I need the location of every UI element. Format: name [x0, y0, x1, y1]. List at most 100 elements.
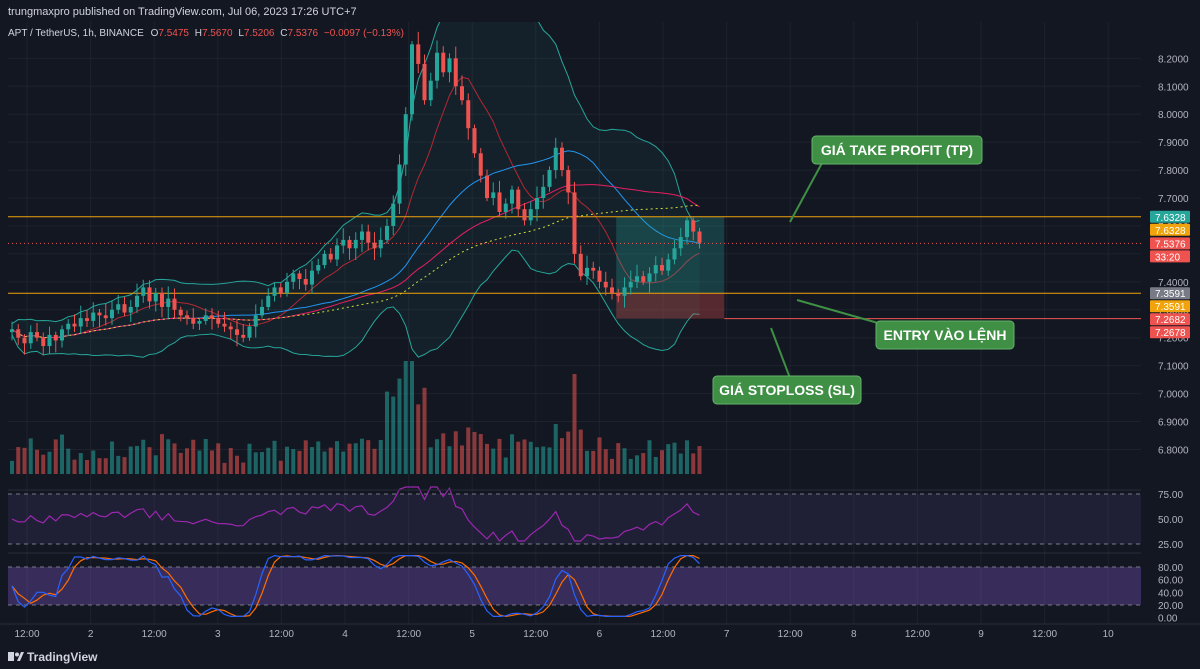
candle-body: [178, 309, 183, 316]
volume-bar: [447, 446, 452, 474]
candle-body: [622, 287, 627, 296]
volume-bar: [578, 429, 583, 474]
price-tick: 7.2000: [1158, 334, 1189, 345]
volume-bar: [191, 439, 196, 474]
stoch-tick: 40.00: [1158, 588, 1183, 599]
price-label-tag: [1150, 313, 1190, 326]
volume-bar: [203, 439, 208, 474]
price-label-tag: [1150, 223, 1190, 236]
candle-body: [66, 323, 71, 330]
candle-body: [216, 318, 221, 324]
volume-bar: [110, 441, 114, 474]
low-value: 7.5206: [244, 28, 275, 39]
candle-body: [91, 312, 96, 321]
volume-bar: [547, 447, 552, 474]
candle-body: [228, 326, 233, 330]
volume-bar: [41, 454, 46, 474]
time-tick: 12:00: [396, 629, 421, 640]
volume-bar: [147, 447, 152, 474]
volume-bar: [491, 448, 496, 474]
candle-body: [128, 306, 133, 313]
volume-bar: [91, 450, 96, 474]
candle-body: [147, 287, 152, 302]
volume-bar: [697, 446, 702, 474]
volume-bar: [85, 460, 89, 474]
candle-body: [97, 312, 102, 316]
candle-body: [122, 304, 127, 313]
price-label-text: 7.3591: [1155, 302, 1186, 313]
candle-body: [378, 239, 383, 249]
annotations: GIÁ TAKE PROFIT (TP) ENTRY VÀO LỆNH GIÁ …: [712, 135, 1015, 405]
candle-body: [516, 189, 521, 210]
volume-bar: [97, 458, 102, 474]
candle-body: [541, 186, 546, 199]
candle-body: [391, 203, 396, 226]
candle-body: [497, 192, 502, 212]
volume-bar: [322, 451, 327, 474]
stoploss-callout: [712, 375, 862, 405]
candle-body: [435, 52, 439, 81]
candle-body: [522, 209, 527, 221]
price-label-text: 7.2682: [1155, 315, 1186, 326]
volume-bar: [372, 448, 377, 474]
candle-body: [560, 147, 564, 171]
stoch-tick: 80.00: [1158, 563, 1183, 574]
candle-body: [566, 170, 571, 193]
footer-bar: [0, 646, 1200, 669]
price-label-text: 7.3591: [1155, 289, 1186, 300]
volume-bar: [210, 450, 214, 474]
volume-bar: [66, 448, 71, 474]
candle-body: [410, 44, 414, 115]
time-tick: 10: [1103, 629, 1115, 640]
candle-body: [678, 237, 683, 249]
candle-body: [72, 323, 77, 327]
volume-bar: [128, 446, 133, 474]
volume-bar: [647, 440, 652, 474]
candle-body: [310, 270, 314, 285]
price-tick: 7.8000: [1158, 166, 1189, 177]
logo-mark-dot: [15, 652, 19, 657]
volume-bar: [335, 441, 339, 474]
volume-bar: [410, 361, 414, 474]
time-tick: 4: [342, 629, 348, 640]
price-label-tag: [1150, 287, 1190, 300]
candle-body: [16, 329, 21, 338]
time-axis[interactable]: 12:00 2 12:00 3 12:00 4 12:00 5 12:00 6 12:00 7 12:0…: [14, 629, 1114, 640]
candle-body: [166, 298, 171, 307]
volume-bar: [503, 457, 508, 474]
volume-bar: [241, 462, 246, 474]
volume-bar: [135, 445, 139, 474]
symbol-legend[interactable]: APT / TetherUS, 1h, BINANCE O7.5475 H7.5…: [8, 28, 404, 39]
price-tick: 7.4000: [1158, 278, 1189, 289]
volume-bar: [435, 439, 439, 474]
volume-bar: [228, 448, 233, 474]
candle-body: [666, 259, 671, 271]
candle-body: [35, 332, 39, 338]
volume-bar: [103, 458, 108, 474]
candle-body: [672, 248, 677, 260]
close-value: 7.5376: [288, 28, 319, 39]
candle-body: [610, 287, 614, 293]
price-label-text: 7.6328: [1155, 226, 1186, 237]
volume-bar: [266, 447, 271, 474]
candle-body: [328, 253, 333, 260]
volume-bar: [591, 450, 596, 474]
volume-bar: [497, 438, 502, 474]
volume-bar: [78, 453, 83, 474]
price-tick: 6.8000: [1158, 445, 1189, 456]
candle-body: [141, 287, 146, 296]
volume-bar: [72, 459, 77, 474]
time-tick: 6: [597, 629, 603, 640]
volume-bar: [310, 447, 314, 474]
volume-bar: [528, 441, 533, 474]
volume-bar: [666, 444, 671, 474]
time-tick: 9: [978, 629, 984, 640]
rsi-band: [8, 494, 1141, 544]
stoch-tick: 20.00: [1158, 601, 1183, 612]
volume-bar: [678, 453, 683, 474]
candle-body: [110, 309, 114, 319]
price-tick: 7.9000: [1158, 138, 1189, 149]
volume-bar: [178, 452, 183, 474]
volume-bar: [597, 437, 602, 474]
